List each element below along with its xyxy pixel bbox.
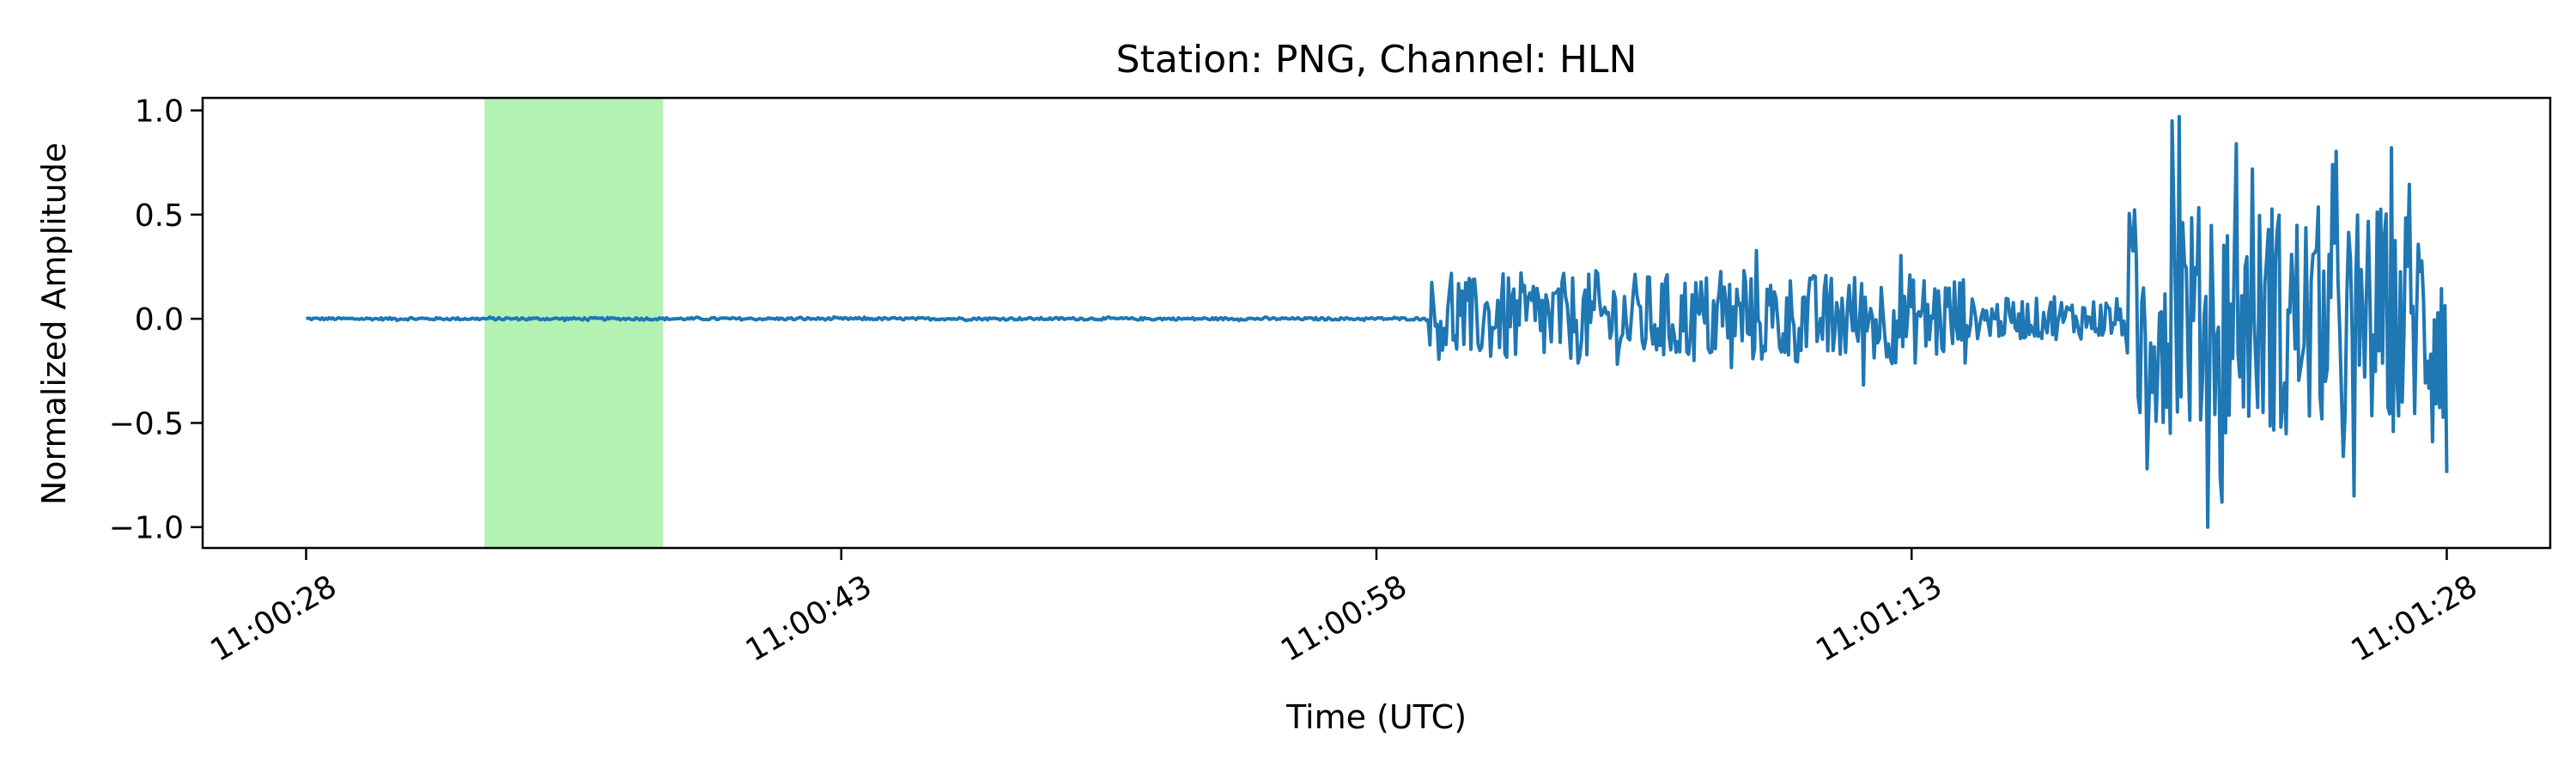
y-tick-label: 0.0 [135,302,184,338]
x-axis-ticks: 11:00:28 11:00:43 11:00:58 11:01:13 11:01:28 [204,548,2483,669]
x-tick-label: 11:00:58 [1275,569,1413,668]
x-tick-label: 11:01:28 [2345,569,2483,668]
y-tick-label: −1.0 [109,511,184,546]
waveform-line [306,114,2449,529]
highlight-window [484,98,663,548]
x-tick-label: 11:00:43 [740,569,878,668]
chart-title: Station: PNG, Channel: HLN [1116,38,1637,82]
x-tick-label: 11:00:28 [204,569,343,668]
y-axis-label: Normalized Amplitude [35,143,73,505]
y-axis-ticks: −1.0 −0.5 0.0 0.5 1.0 [109,94,203,546]
y-tick-label: −0.5 [109,406,184,441]
y-tick-label: 1.0 [135,94,184,130]
y-tick-label: 0.5 [135,198,184,234]
x-axis-label: Time (UTC) [1285,698,1467,736]
x-tick-label: 11:01:13 [1810,569,1948,668]
